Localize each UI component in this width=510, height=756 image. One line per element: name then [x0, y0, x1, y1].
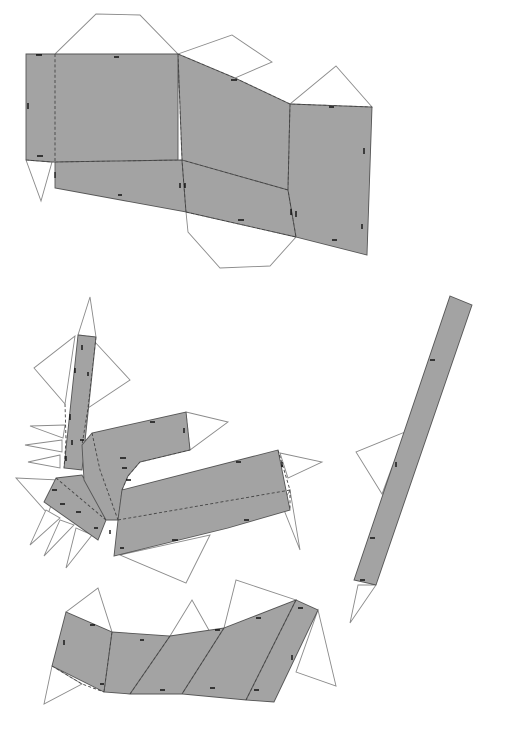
glue-flap: [43, 519, 75, 557]
piece-bottom-band: [43, 579, 337, 705]
glue-flap: [29, 424, 66, 439]
panel: [25, 53, 179, 163]
glue-flap: [33, 334, 76, 406]
glue-flap: [53, 13, 180, 55]
glue-flap: [29, 509, 61, 546]
glue-flap: [118, 534, 211, 584]
glue-flap: [185, 411, 230, 451]
fold-line: [277, 449, 291, 510]
fold-line: [185, 211, 297, 238]
glue-flap: [65, 527, 93, 569]
fold-line: [51, 665, 105, 693]
fold-line: [181, 627, 225, 695]
fold-line: [177, 53, 373, 108]
fold-line: [55, 477, 107, 521]
panel: [54, 159, 187, 213]
fold-line: [54, 159, 289, 191]
panel: [63, 334, 97, 471]
glue-flap: [27, 454, 61, 469]
fold-line: [25, 159, 53, 163]
piece-bent-arm: [14, 296, 324, 584]
glue-flap: [77, 296, 97, 338]
fold-line: [63, 403, 67, 469]
panel: [353, 295, 473, 586]
fold-line: [121, 449, 191, 491]
panel: [287, 103, 373, 256]
fold-line: [81, 336, 97, 446]
edge-marks: [52, 345, 283, 549]
piece-diagonal-strip: [349, 295, 473, 624]
fold-line: [129, 635, 171, 695]
edge-marks: [360, 359, 435, 581]
edge-marks: [27, 54, 365, 241]
piece-top-band: [25, 13, 374, 269]
glue-flap: [288, 65, 374, 108]
glue-flap: [279, 452, 324, 479]
fold-line: [91, 432, 119, 521]
glue-flap: [349, 584, 377, 624]
glue-flap: [24, 439, 63, 453]
edge-marks: [63, 607, 303, 691]
fold-line: [287, 103, 297, 238]
glue-flap: [25, 159, 53, 203]
glue-flap: [295, 608, 337, 687]
